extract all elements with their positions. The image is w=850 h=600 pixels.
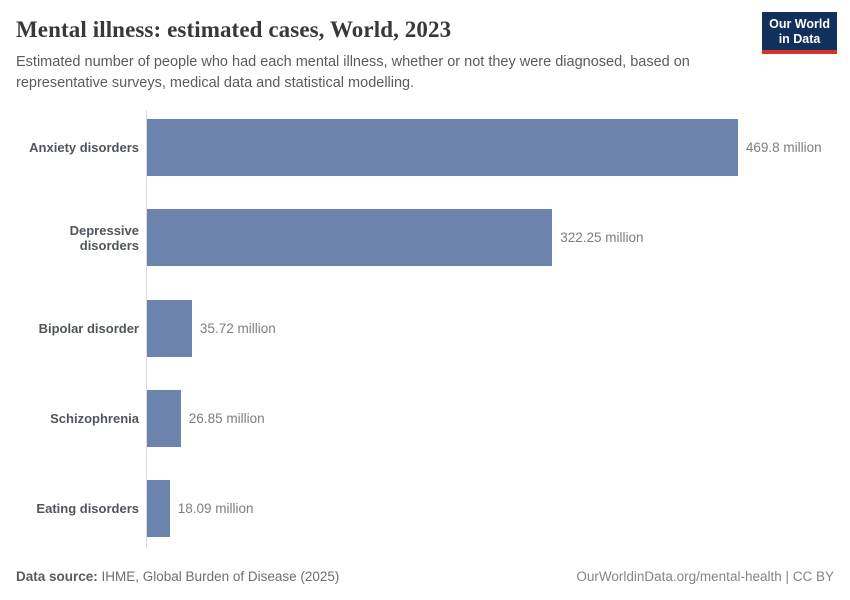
bar-row: Schizophrenia 26.85 million [16, 389, 834, 447]
bar-rows: Anxiety disorders 469.8 million Depressive… [16, 110, 834, 548]
attribution-link[interactable]: OurWorldinData.org/mental-health | CC BY [576, 569, 834, 584]
page-title: Mental illness: estimated cases, World, … [16, 17, 452, 42]
owid-logo-line2: in Data [778, 32, 821, 46]
bar[interactable] [147, 389, 181, 447]
bar-value-label: 322.25 million [560, 230, 644, 246]
data-source: Data source: IHME, Global Burden of Dise… [16, 569, 339, 584]
category-label: Depressive disorders [69, 222, 139, 253]
bar[interactable] [147, 119, 738, 176]
category-label: Schizophrenia [50, 410, 139, 426]
y-axis-line [146, 110, 147, 548]
owid-logo-line1: Our World [769, 17, 830, 31]
bar-area: 18.09 million [147, 480, 834, 537]
bar-area: 26.85 million [147, 389, 834, 447]
bar-value-label: 18.09 million [177, 501, 254, 516]
chart-subtitle: Estimated number of people who had each … [16, 54, 690, 92]
chart-footer: Data source: IHME, Global Burden of Dise… [16, 569, 834, 584]
data-source-label: Data source: [16, 569, 98, 584]
bar-value-label: 35.72 million [199, 320, 276, 336]
bar-area: 469.8 million [147, 119, 834, 176]
category-label: Bipolar disorder [38, 320, 139, 336]
bar-row: Eating disorders 18.09 million [16, 480, 834, 537]
bar-value-label: 469.8 million [745, 140, 822, 155]
bar[interactable] [147, 209, 553, 267]
bar-chart: Anxiety disorders 469.8 million Depressive… [16, 110, 834, 548]
bar-area: 35.72 million [147, 299, 834, 357]
bar-value-label: 26.85 million [188, 410, 265, 426]
bar-row: Depressive disorders 322.25 million [16, 209, 834, 267]
owid-logo[interactable]: Our World in Data [762, 12, 837, 54]
bar-area: 322.25 million [147, 209, 834, 267]
category-label: Eating disorders [36, 501, 139, 516]
bar[interactable] [147, 299, 192, 357]
bar-row: Anxiety disorders 469.8 million [16, 119, 834, 176]
data-source-value: IHME, Global Burden of Disease (2025) [97, 569, 340, 584]
chart-header: Mental illness: estimated cases, World, … [0, 0, 850, 94]
bar[interactable] [147, 480, 170, 537]
category-label: Anxiety disorders [29, 140, 139, 155]
bar-row: Bipolar disorder 35.72 million [16, 299, 834, 357]
